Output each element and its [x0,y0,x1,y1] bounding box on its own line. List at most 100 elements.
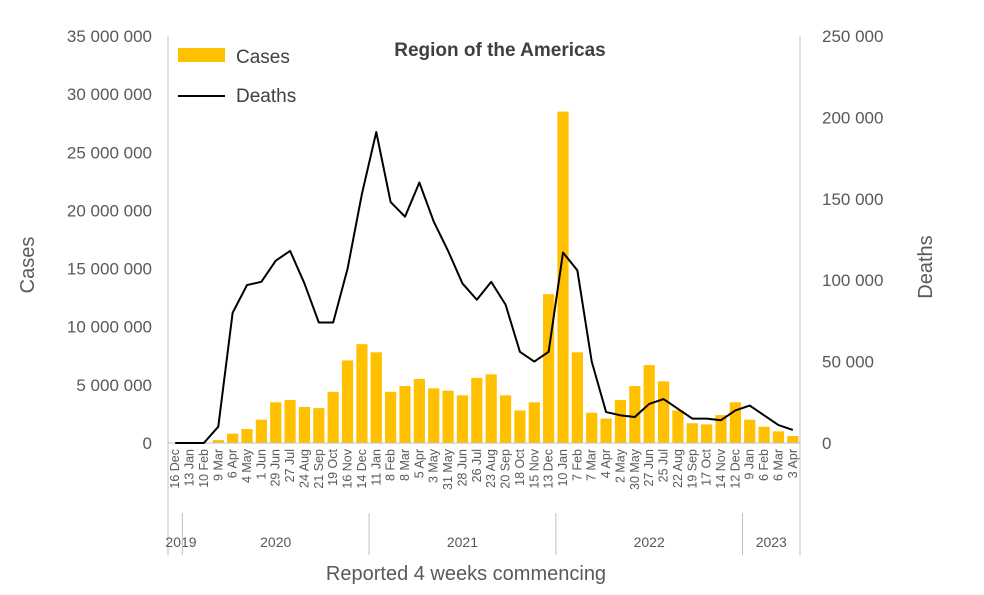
case-bar [499,395,512,443]
case-bar [657,381,670,443]
x-tick-label: 23 Aug [484,449,498,488]
left-axis: 35 000 000 30 000 000 25 000 000 20 000 000… [67,27,152,453]
x-tick-label: 13 Jan [183,449,197,487]
case-bar [327,391,339,443]
x-tick-label: 2 May [613,448,627,483]
x-tick-label: 10 Jan [556,449,570,487]
x-tick-label: 3 May [427,448,441,483]
x-tick-label: 29 Jun [269,449,283,487]
left-tick-label: 35 000 000 [67,27,152,46]
y-axis-title: Cases [17,237,39,294]
x-tick-label: 14 Nov [714,448,728,488]
year-label: 2020 [260,534,291,550]
right-tick-label: 200 000 [822,108,883,127]
case-bar [313,408,325,443]
legend: Cases Deaths [178,47,296,107]
y2-axis-title: Deaths [915,235,937,298]
legend-label-deaths: Deaths [236,86,296,107]
left-tick-label: 0 [143,434,152,453]
case-bar [456,395,469,443]
case-bar [356,344,368,443]
case-bar [284,399,296,443]
left-tick-label: 10 000 000 [67,318,152,337]
case-bar [758,426,770,443]
x-tick-label: 27 Jul [283,449,297,482]
x-tick-label: 4 May [240,448,254,483]
left-tick-label: 20 000 000 [67,201,152,220]
case-bar [212,440,224,443]
x-tick-label: 15 Nov [527,448,541,488]
x-tick-label: 24 Aug [297,449,311,488]
case-bar [399,386,411,443]
case-bar [787,436,799,443]
x-tick-label: 28 Jun [455,449,469,487]
case-bar [370,352,382,443]
deaths-line [175,131,794,444]
x-tick-label: 9 Jan [743,449,757,480]
year-label: 2023 [756,534,787,550]
year-label: 2019 [165,534,196,550]
x-tick-label: 30 May [628,448,642,490]
case-bar [514,410,526,443]
case-bar [614,399,627,443]
case-bar [543,294,555,443]
x-tick-label: 31 May [441,448,455,490]
x-tick-label: 17 Oct [700,448,714,485]
right-tick-label: 0 [822,434,831,453]
legend-swatch-cases [178,48,225,62]
x-tick-label: 3 Apr [786,449,800,478]
x-tick-label: 8 Feb [384,449,398,481]
x-tick-label: 27 Jun [642,449,656,487]
axes [167,36,801,555]
x-tick-label: 6 Feb [757,449,771,481]
case-bar [485,374,497,443]
right-tick-label: 50 000 [822,353,874,372]
case-bar [255,419,267,443]
case-bar [471,377,483,443]
year-labels: 2019 2020 2021 2022 2023 [165,513,787,555]
x-tick-label: 25 Jul [657,449,671,482]
case-bar [672,410,684,443]
case-bar [629,386,641,443]
x-tick-label: 18 Oct [513,448,527,485]
x-tick-label: 1 Jun [254,449,268,480]
x-tick-label: 9 Mar [211,449,225,481]
cases-bars [183,111,799,443]
case-bar [385,391,397,443]
x-tick-label: 16 Dec [168,449,182,489]
left-tick-label: 15 000 000 [67,260,152,279]
case-bar [729,402,741,443]
case-bar [528,402,540,443]
case-bar [270,402,282,443]
case-bar [744,419,756,443]
case-bar [413,379,425,443]
legend-label-cases: Cases [236,47,290,68]
right-tick-label: 150 000 [822,190,883,209]
case-bar [600,418,612,443]
case-bar [428,388,440,443]
right-axis: 250 000 200 000 150 000 100 000 50 000 0 [822,27,883,453]
x-tick-label: 11 Jan [369,449,383,486]
x-tick-label: 4 Apr [599,449,613,478]
x-tick-label: 5 Apr [412,449,426,478]
x-axis: 16 Dec 13 Jan 10 Feb 9 Mar 6 Apr 4 May 1 Jun 29… [168,448,800,490]
x-tick-label: 22 Aug [671,449,685,488]
x-tick-label: 19 Sep [685,449,699,489]
x-tick-label: 6 Mar [771,449,785,481]
left-tick-label: 25 000 000 [67,143,152,162]
x-tick-label: 14 Dec [355,449,369,489]
x-axis-title: Reported 4 weeks commencing [326,563,606,585]
case-bar [586,412,598,443]
x-tick-label: 7 Feb [570,449,584,481]
x-tick-label: 13 Dec [542,449,556,489]
x-tick-label: 19 Oct [326,448,340,485]
x-tick-label: 8 Mar [398,449,412,481]
case-bar [686,423,698,443]
case-bar [571,352,583,443]
x-tick-label: 16 Nov [341,448,355,488]
x-tick-label: 20 Sep [499,449,513,489]
case-bar [227,433,239,443]
deaths-series [175,131,794,444]
case-bar [298,406,311,443]
